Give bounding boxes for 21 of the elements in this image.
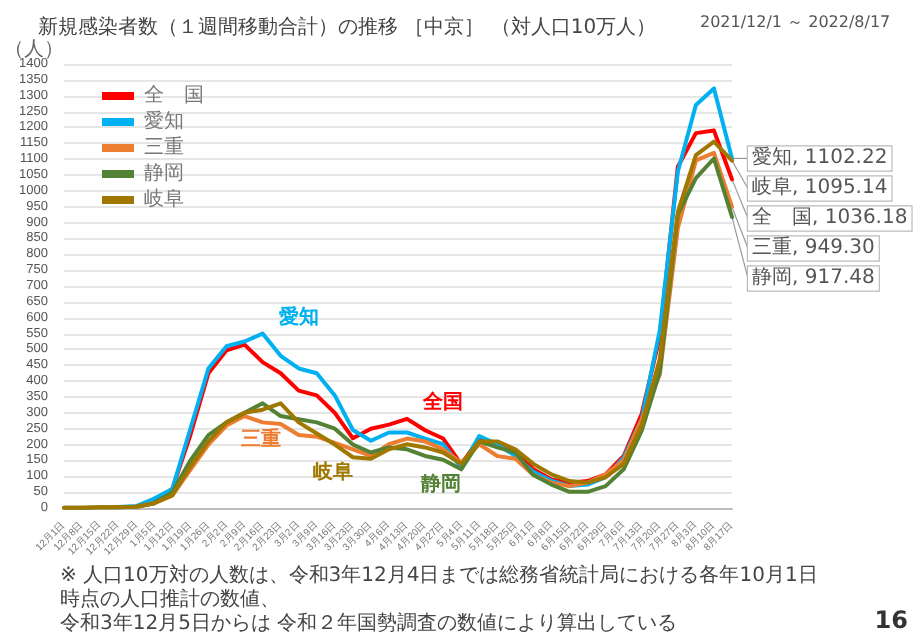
text: 2021/12/1 ～ 2022/8/17 [700,13,891,31]
annotation: 全 国, 1036.18 [752,205,908,230]
annotation: 岐阜, 1095.14 [752,175,888,200]
annotation: 三重 [240,426,281,451]
legend-label: 三重 [144,135,184,159]
annotation: 全国 [421,389,464,414]
annotation: 静岡, 917.48 [752,265,875,290]
annotation: 岐阜 [312,460,353,485]
chart-title: 新規感染者数（１週間移動合計）の推移 ［中京］ （対人口10万人） [38,15,657,39]
y-axis-title: （人） [4,39,64,61]
annotation: 静岡 [419,472,462,497]
legend-label: 全 国 [144,83,204,107]
legend-label: 静岡 [144,161,184,185]
annotation: 愛知 [278,304,319,329]
annotation: 三重, 949.30 [752,235,875,260]
text: 令和3年12月5日からは 令和２年国勢調査の数値により算出している [60,611,678,635]
text: 16 [874,606,909,634]
annotation: 愛知, 1102.22 [752,145,888,170]
text: ※ 人口10万対の人数は、令和3年12月4日までは総務省統計局における各年10月1日時点の人口推計の数値、 [60,563,818,611]
legend-label: 岐阜 [144,187,184,211]
legend-label: 愛知 [144,109,184,133]
